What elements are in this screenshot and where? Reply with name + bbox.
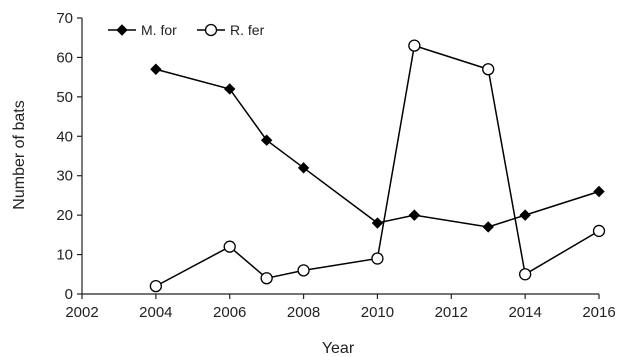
x-tick-label: 2010 (361, 304, 394, 321)
x-tick-label: 2012 (435, 304, 468, 321)
series-m-for (150, 63, 605, 233)
x-tick-label: 2008 (287, 304, 320, 321)
legend-item-r-fer: R. fer (197, 22, 265, 38)
data-point-m-for (297, 162, 310, 174)
data-point-r-fer (408, 39, 421, 52)
x-tick-label: 2002 (65, 304, 98, 321)
y-tick-label: 60 (56, 49, 73, 66)
y-tick-label: 70 (56, 10, 73, 27)
x-tick-label: 2014 (508, 304, 541, 321)
y-tick-label: 50 (56, 89, 73, 106)
data-point-m-for (593, 185, 605, 198)
series-line-m-for (155, 68, 600, 228)
data-point-m-for (371, 217, 384, 229)
data-point-r-fer (482, 63, 495, 76)
data-point-r-fer (518, 268, 532, 281)
data-point-m-for (482, 221, 494, 233)
data-point-r-fer (371, 252, 384, 265)
legend-marker-icon (204, 23, 218, 37)
data-point-m-for (260, 134, 273, 146)
series-layer (149, 39, 606, 293)
y-tick-label: 40 (56, 128, 73, 145)
legend-item-m-for: M. for (108, 22, 177, 38)
data-point-m-for (150, 63, 162, 75)
data-point-r-fer (592, 224, 606, 238)
legend-label: R. fer (230, 22, 265, 38)
y-tick-label: 0 (65, 286, 73, 303)
y-tick-label: 30 (56, 168, 73, 185)
data-point-r-fer (260, 272, 273, 285)
y-axis-title: Number of bats (11, 100, 28, 209)
axes: 0 10 20 30 40 50 60 70 2002 2004 2006 2008 2010 2012 2… (56, 10, 615, 321)
data-point-r-fer (297, 264, 310, 277)
x-tick-label: 2004 (139, 304, 172, 321)
legend-marker-icon (116, 24, 128, 36)
data-point-r-fer (149, 279, 163, 293)
series-line-r-fer (155, 44, 600, 287)
data-point-m-for (224, 83, 236, 95)
x-axis-title: Year (322, 340, 355, 357)
x-tick-label: 2006 (213, 304, 246, 321)
data-point-r-fer (223, 240, 236, 253)
y-tick-label: 10 (56, 247, 73, 264)
x-tick-label: 2016 (582, 304, 615, 321)
data-point-m-for (408, 209, 421, 221)
y-tick-label: 20 (56, 207, 73, 224)
series-r-fer (149, 39, 606, 293)
legend-label: M. for (141, 22, 177, 38)
legend: M. for R. fer (108, 22, 265, 38)
data-point-m-for (519, 209, 531, 221)
